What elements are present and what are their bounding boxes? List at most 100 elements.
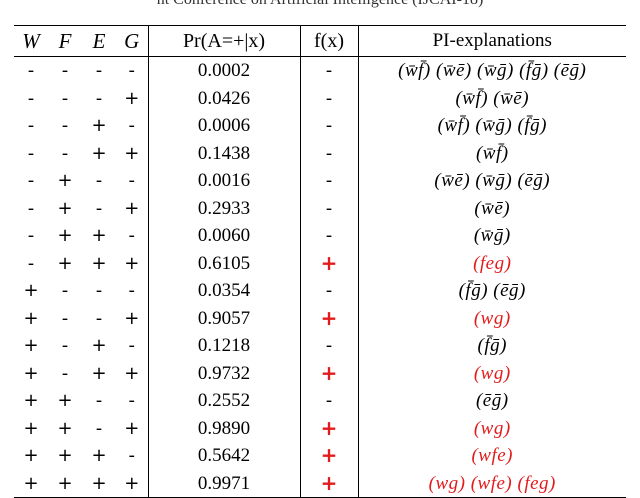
cell-classifier-output: + xyxy=(299,304,358,332)
table-row: + - - -0.0354- (f̄ḡ) (ēḡ) xyxy=(14,277,626,305)
cell-pi-explanations: (w̄f̄) xyxy=(357,139,626,167)
cell-g: + xyxy=(124,197,140,219)
table-row: + - + +0.9732 + (wg) xyxy=(14,359,626,387)
cell-w: + xyxy=(14,469,48,498)
table-row: - + + -0.0060- (w̄ḡ) xyxy=(14,222,626,250)
cell-classifier-output: - xyxy=(299,112,358,140)
cell-g: - xyxy=(128,335,136,356)
cell-w: - xyxy=(27,170,35,191)
cell-g: + xyxy=(124,87,140,109)
cell-f: - xyxy=(61,362,69,384)
table-row: - + + +0.6105 + (feg) xyxy=(14,249,626,277)
cell-pi-explanations: (w̄f̄) (w̄ē) (w̄ḡ) (f̄ḡ) (ēḡ) xyxy=(357,56,626,85)
header-classifier-output: f(x) xyxy=(299,25,358,57)
cell-w: + xyxy=(23,362,39,384)
cell-classifier-output: - xyxy=(299,222,358,250)
table-row: - + - -0.0016- (w̄ē) (w̄ḡ) (ēḡ) xyxy=(14,167,626,195)
table-row: - - + +0.1438- (w̄f̄) xyxy=(14,139,626,167)
cell-g: - xyxy=(128,445,136,466)
cell-e: + xyxy=(91,445,107,466)
cell-g: - xyxy=(128,225,136,246)
cell-e: + xyxy=(91,115,107,136)
cell-f: - xyxy=(61,335,69,356)
cell-f: + xyxy=(48,469,82,498)
cell-probability: 0.0016 xyxy=(147,167,300,195)
cell-pi-explanations: (w̄f̄) (w̄ḡ) (f̄ḡ) xyxy=(357,112,626,140)
cell-e: + xyxy=(91,225,107,246)
cell-probability: 0.2552 xyxy=(147,387,300,415)
cell-e: - xyxy=(95,417,103,439)
cell-probability: 0.0426 xyxy=(147,84,300,112)
cell-classifier-output: - xyxy=(299,167,358,195)
table-body: - - - -0.0002- (w̄f̄) (w̄ē) (w̄ḡ) (f̄ḡ) (ēḡ)… xyxy=(14,56,626,498)
table-row: + - - +0.9057 + (wg) xyxy=(14,304,626,332)
cell-pi-explanations: (ēḡ) xyxy=(357,387,626,415)
cell-pi-explanations: (wg) xyxy=(357,359,626,387)
cell-g: + xyxy=(124,307,140,329)
cell-probability: 0.0060 xyxy=(147,222,300,250)
cell-g: - xyxy=(128,60,136,81)
cell-w: + xyxy=(23,307,39,329)
cell-e: - xyxy=(95,60,103,81)
cell-pi-explanations: (w̄ḡ) xyxy=(357,222,626,250)
table-row: - + - +0.2933- (w̄ē) xyxy=(14,194,626,222)
header-g: G xyxy=(116,25,148,57)
cell-f: + xyxy=(57,197,73,219)
cell-pi-explanations: (wg) xyxy=(357,304,626,332)
cell-probability: 0.6105 xyxy=(147,249,300,277)
cell-classifier-output: + xyxy=(299,469,358,498)
cell-classifier-output: - xyxy=(299,387,358,415)
cell-pi-explanations: (f̄ḡ) (ēḡ) xyxy=(357,277,626,305)
cell-probability: 0.9971 xyxy=(147,469,300,498)
cell-w: - xyxy=(27,60,35,81)
cell-f: - xyxy=(61,87,69,109)
cell-e: + xyxy=(91,362,107,384)
cell-e: - xyxy=(95,280,103,301)
cell-classifier-output: - xyxy=(299,194,358,222)
cell-w: - xyxy=(27,115,35,136)
cell-g: - xyxy=(128,280,136,301)
cell-e: - xyxy=(95,170,103,191)
cell-classifier-output: + xyxy=(299,359,358,387)
cell-probability: 0.0006 xyxy=(147,112,300,140)
cell-probability: 0.0002 xyxy=(147,56,300,85)
cell-e: + xyxy=(91,142,107,164)
cell-pi-explanations: (wfe) xyxy=(357,442,626,470)
cell-f: - xyxy=(61,280,69,301)
cell-probability: 0.9057 xyxy=(147,304,300,332)
cell-classifier-output: - xyxy=(299,56,358,85)
cell-g: - xyxy=(128,390,136,411)
cell-w: + xyxy=(23,280,39,301)
table-row: + + + +0.9971 + (wg) (wfe) (feg) xyxy=(14,469,626,498)
table-row: + + + -0.5642 + (wfe) xyxy=(14,442,626,470)
cell-f: - xyxy=(61,142,69,164)
cell-f: - xyxy=(61,307,69,329)
cell-f: + xyxy=(57,252,73,274)
header-w: W xyxy=(14,25,48,57)
cell-f: + xyxy=(57,417,73,439)
header-pi-explanations: PI-explanations xyxy=(357,25,626,57)
pi-explanations-table-container: W F E G Pr(A=+|x) f(x) PI-explanations -… xyxy=(14,25,626,498)
cell-probability: 0.2933 xyxy=(147,194,300,222)
cell-pi-explanations: (f̄ḡ) xyxy=(357,332,626,360)
cell-pi-explanations: (w̄f̄) (w̄ē) xyxy=(357,84,626,112)
cell-w: - xyxy=(27,197,35,219)
cell-w: + xyxy=(23,445,39,466)
cell-g: + xyxy=(124,142,140,164)
cell-pi-explanations: (w̄ē) (w̄ḡ) (ēḡ) xyxy=(357,167,626,195)
cell-w: - xyxy=(27,87,35,109)
cell-f: - xyxy=(61,115,69,136)
cell-e: + xyxy=(91,335,107,356)
cell-pi-explanations: (w̄ē) xyxy=(357,194,626,222)
cell-classifier-output: - xyxy=(299,139,358,167)
cell-e: - xyxy=(95,390,103,411)
cell-probability: 0.9890 xyxy=(147,414,300,442)
cell-pi-explanations: (wg) (wfe) (feg) xyxy=(357,469,626,498)
cell-probability: 0.0354 xyxy=(147,277,300,305)
cell-probability: 0.1438 xyxy=(147,139,300,167)
cell-g: + xyxy=(124,417,140,439)
cell-w: - xyxy=(27,142,35,164)
cell-f: + xyxy=(57,170,73,191)
cell-classifier-output: + xyxy=(299,414,358,442)
cell-classifier-output: + xyxy=(299,249,358,277)
